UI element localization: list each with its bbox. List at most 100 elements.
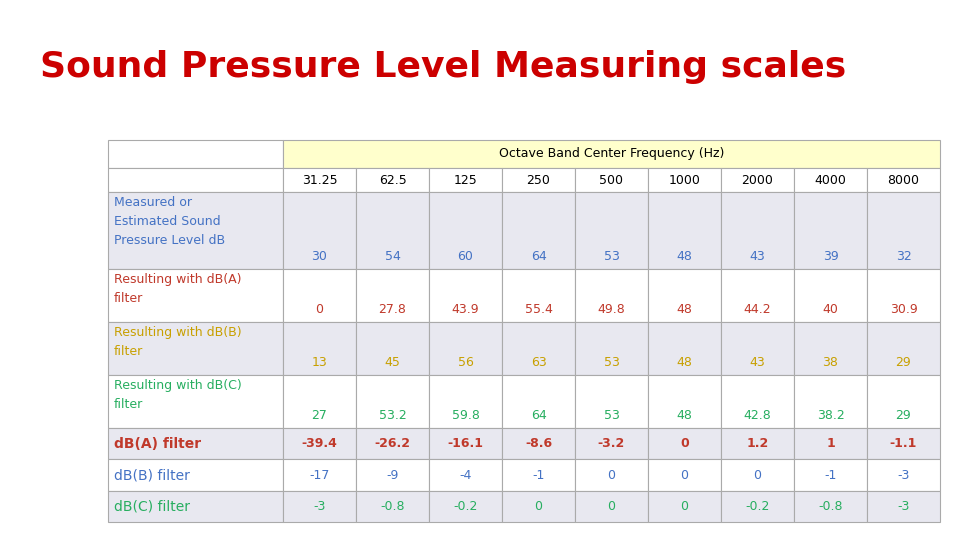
Bar [502, 375, 575, 428]
Bar [356, 460, 429, 491]
Bar [575, 269, 648, 322]
Text: dB(A) filter: dB(A) filter [114, 437, 202, 451]
Bar [283, 192, 356, 269]
Text: -9: -9 [386, 469, 398, 482]
Bar [108, 168, 283, 192]
Bar [721, 269, 794, 322]
Text: -3.2: -3.2 [598, 437, 625, 450]
Bar [648, 460, 721, 491]
Bar [108, 192, 283, 269]
Text: 53: 53 [604, 356, 619, 369]
Bar [429, 460, 502, 491]
Bar [867, 491, 940, 522]
Text: -0.8: -0.8 [818, 500, 843, 513]
Bar [283, 460, 356, 491]
Bar [502, 428, 575, 460]
Text: -26.2: -26.2 [374, 437, 411, 450]
Bar [356, 428, 429, 460]
Bar [356, 322, 429, 375]
Text: -1: -1 [532, 469, 544, 482]
Text: 29: 29 [896, 409, 911, 422]
Text: -3: -3 [313, 500, 325, 513]
Bar [867, 428, 940, 460]
Text: 30: 30 [312, 250, 327, 263]
Text: 4000: 4000 [815, 173, 847, 186]
Text: 49.8: 49.8 [598, 303, 625, 316]
Text: 48: 48 [677, 303, 692, 316]
Text: 0: 0 [681, 469, 688, 482]
Text: 62.5: 62.5 [378, 173, 406, 186]
Text: Resulting with dB(B)
filter: Resulting with dB(B) filter [114, 326, 242, 358]
Bar [108, 140, 283, 168]
Text: 43.9: 43.9 [452, 303, 479, 316]
Bar [502, 491, 575, 522]
Text: 55.4: 55.4 [524, 303, 552, 316]
Text: 32: 32 [896, 250, 911, 263]
Text: 38.2: 38.2 [817, 409, 845, 422]
Text: 0: 0 [754, 469, 761, 482]
Bar [429, 192, 502, 269]
Text: -1: -1 [825, 469, 837, 482]
Bar [283, 375, 356, 428]
Bar [356, 168, 429, 192]
Text: 48: 48 [677, 409, 692, 422]
Bar [575, 168, 648, 192]
Text: 44.2: 44.2 [744, 303, 771, 316]
Bar [867, 460, 940, 491]
Text: 0: 0 [316, 303, 324, 316]
Text: 43: 43 [750, 356, 765, 369]
Bar [575, 192, 648, 269]
Bar [794, 322, 867, 375]
Text: -39.4: -39.4 [301, 437, 337, 450]
Bar [721, 322, 794, 375]
Bar [721, 491, 794, 522]
Bar [575, 460, 648, 491]
Bar [108, 375, 283, 428]
Bar [648, 322, 721, 375]
Text: 56: 56 [458, 356, 473, 369]
Text: 0: 0 [608, 469, 615, 482]
Bar [648, 192, 721, 269]
Text: 45: 45 [385, 356, 400, 369]
Text: Resulting with dB(A)
filter: Resulting with dB(A) filter [114, 273, 242, 305]
Text: 59.8: 59.8 [451, 409, 479, 422]
Bar [794, 428, 867, 460]
Bar [108, 460, 283, 491]
Bar [108, 322, 283, 375]
Text: Measured or
Estimated Sound
Pressure Level dB: Measured or Estimated Sound Pressure Lev… [114, 196, 226, 247]
Text: Resulting with dB(C)
filter: Resulting with dB(C) filter [114, 379, 242, 411]
Text: -0.2: -0.2 [453, 500, 478, 513]
Bar [648, 375, 721, 428]
Bar [356, 375, 429, 428]
Text: 53: 53 [604, 250, 619, 263]
Text: -16.1: -16.1 [447, 437, 484, 450]
Bar [867, 322, 940, 375]
Bar [429, 168, 502, 192]
Text: 64: 64 [531, 250, 546, 263]
Bar [575, 491, 648, 522]
Bar [794, 491, 867, 522]
Bar [429, 322, 502, 375]
Text: 53: 53 [604, 409, 619, 422]
Text: Octave Band Center Frequency (Hz): Octave Band Center Frequency (Hz) [499, 147, 724, 160]
Bar [794, 192, 867, 269]
Text: 48: 48 [677, 356, 692, 369]
Bar [283, 269, 356, 322]
Bar [502, 192, 575, 269]
Bar [648, 269, 721, 322]
Text: -0.8: -0.8 [380, 500, 405, 513]
Text: 29: 29 [896, 356, 911, 369]
Bar [794, 375, 867, 428]
Bar [108, 269, 283, 322]
Bar [356, 491, 429, 522]
Bar [721, 460, 794, 491]
Bar [648, 491, 721, 522]
Bar [794, 460, 867, 491]
Text: -4: -4 [459, 469, 471, 482]
Text: 250: 250 [527, 173, 550, 186]
Text: -1.1: -1.1 [890, 437, 917, 450]
Bar [429, 491, 502, 522]
Text: 0: 0 [680, 437, 689, 450]
Text: 1.2: 1.2 [746, 437, 769, 450]
Text: dB(B) filter: dB(B) filter [114, 468, 190, 482]
